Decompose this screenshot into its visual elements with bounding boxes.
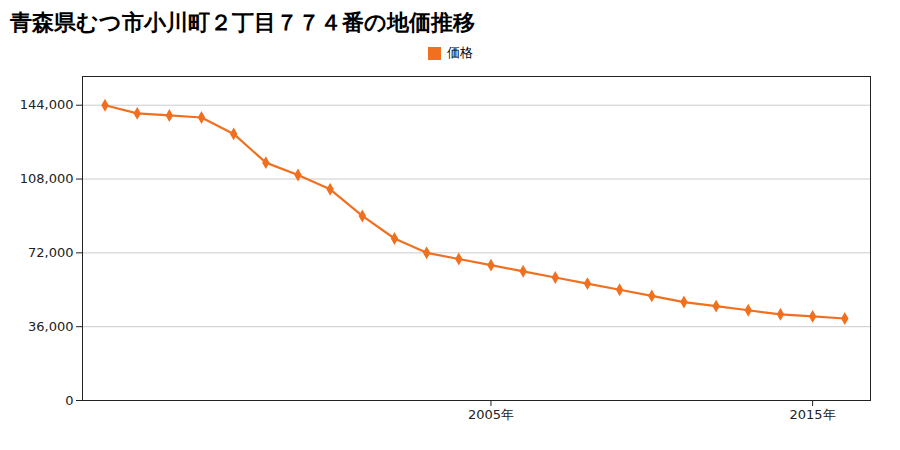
svg-text:72,000: 72,000 [28,245,74,260]
svg-text:144,000: 144,000 [20,97,74,112]
svg-text:0: 0 [65,393,73,408]
svg-text:2015年: 2015年 [790,407,836,422]
html-text:価格: 価格 [446,45,473,60]
svg-text:2005年: 2005年 [468,407,514,422]
svg-text:108,000: 108,000 [20,171,74,186]
svg-text:36,000: 36,000 [28,319,74,334]
html-text:青森県むつ市小川町２丁目７７４番の地価推移: 青森県むつ市小川町２丁目７７４番の地価推移 [10,10,475,35]
